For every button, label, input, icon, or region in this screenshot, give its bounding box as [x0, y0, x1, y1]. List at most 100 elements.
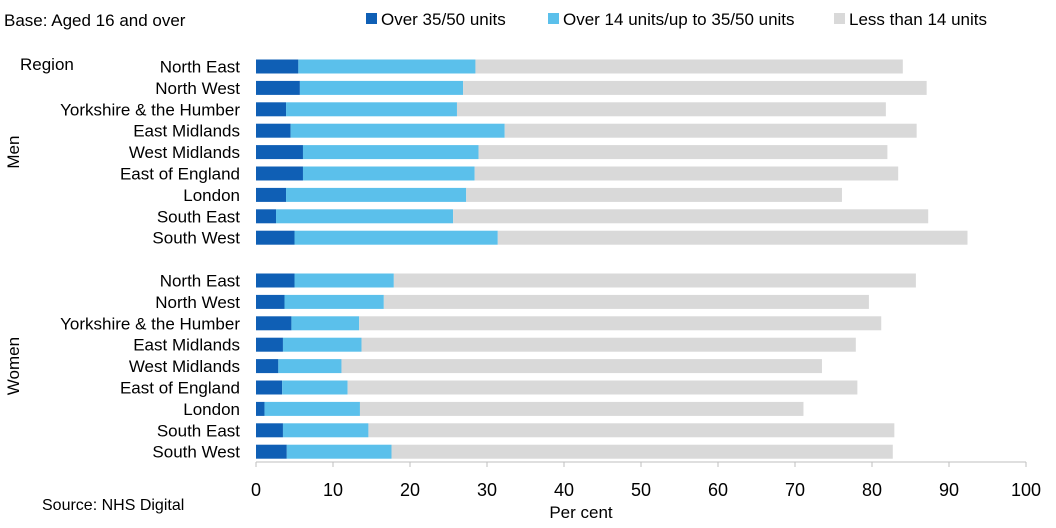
bars — [256, 59, 968, 459]
x-tick-label-10: 10 — [323, 480, 343, 500]
category-label-men-west-midlands: West Midlands — [129, 143, 240, 162]
category-label-women-london: London — [183, 400, 240, 419]
legend-label-3: Less than 14 units — [849, 10, 987, 29]
bar-men-west-midlands-series-2 — [302, 145, 479, 160]
bar-women-west-midlands-series-3 — [341, 359, 822, 374]
bar-women-south-east-series-2 — [282, 423, 369, 438]
bar-men-london-series-1 — [256, 187, 287, 202]
category-label-men-north-west: North West — [155, 79, 240, 98]
bar-men-north-east-series-3 — [475, 59, 903, 74]
bar-men-north-west-series-1 — [256, 80, 300, 95]
bar-men-east-midlands-series-2 — [290, 123, 505, 138]
base-note: Base: Aged 16 and over — [4, 11, 186, 30]
source-note: Source: NHS Digital — [42, 497, 184, 514]
bar-women-yorkshire-and-the-humber-series-3 — [359, 316, 882, 331]
bar-women-south-west-series-2 — [286, 444, 392, 459]
bar-women-london-series-1 — [256, 401, 265, 416]
bar-women-yorkshire-and-the-humber-series-1 — [256, 316, 292, 331]
x-tick-label-0: 0 — [251, 480, 261, 500]
bar-men-yorkshire-and-the-humber-series-3 — [456, 102, 886, 117]
x-tick-label-100: 100 — [1011, 480, 1041, 500]
bar-women-east-of-england-series-1 — [256, 380, 283, 395]
x-axis: 0 10 20 30 40 50 60 70 80 90 100 — [251, 461, 1041, 500]
category-label-men-london: London — [183, 186, 240, 205]
category-labels: North East North West Yorkshire & the Humb… — [60, 58, 240, 462]
category-label-women-north-east: North East — [160, 272, 241, 291]
category-label-women-south-west: South West — [152, 443, 240, 462]
bar-women-south-east-series-1 — [256, 423, 283, 438]
bar-men-north-west-series-3 — [463, 80, 927, 95]
bar-men-east-of-england-series-3 — [474, 166, 899, 181]
bar-men-east-of-england-series-2 — [302, 166, 475, 181]
bar-men-yorkshire-and-the-humber-series-2 — [286, 102, 457, 117]
group-labels: Men Women — [4, 136, 23, 396]
x-tick-label-40: 40 — [554, 480, 574, 500]
bar-women-north-east-series-2 — [294, 273, 394, 288]
bar-men-west-midlands-series-3 — [478, 145, 888, 160]
bar-men-south-east-series-2 — [276, 209, 454, 224]
bar-women-west-midlands-series-2 — [278, 359, 342, 374]
bar-men-east-of-england-series-1 — [256, 166, 303, 181]
category-label-women-west-midlands: West Midlands — [129, 357, 240, 376]
bar-men-north-west-series-2 — [299, 80, 464, 95]
x-tick-label-30: 30 — [477, 480, 497, 500]
bar-women-north-east-series-3 — [393, 273, 916, 288]
category-label-women-east-midlands: East Midlands — [133, 336, 240, 355]
x-tick-label-50: 50 — [631, 480, 651, 500]
legend-label-1: Over 35/50 units — [381, 10, 506, 29]
category-label-men-south-east: South East — [157, 207, 240, 226]
bar-women-north-east-series-1 — [256, 273, 295, 288]
legend-label-2: Over 14 units/up to 35/50 units — [563, 10, 795, 29]
bar-men-west-midlands-series-1 — [256, 145, 303, 160]
bar-women-north-west-series-3 — [383, 294, 869, 309]
x-tick-label-20: 20 — [400, 480, 420, 500]
group-label-women: Women — [4, 337, 23, 395]
x-tick-label-60: 60 — [708, 480, 728, 500]
bar-men-east-midlands-series-3 — [504, 123, 917, 138]
bar-men-south-east-series-1 — [256, 209, 277, 224]
bar-women-south-west-series-1 — [256, 444, 287, 459]
bar-men-south-west-series-2 — [294, 230, 498, 245]
category-label-women-yorkshire-and-the-humber: Yorkshire & the Humber — [60, 314, 240, 333]
bar-men-north-east-series-1 — [256, 59, 299, 74]
region-header: Region — [20, 55, 74, 74]
bar-men-london-series-3 — [466, 187, 842, 202]
category-label-women-south-east: South East — [157, 421, 240, 440]
group-label-men: Men — [4, 136, 23, 169]
category-label-men-east-of-england: East of England — [120, 165, 240, 184]
category-label-men-north-east: North East — [160, 58, 241, 77]
bar-women-east-midlands-series-1 — [256, 337, 283, 352]
legend-swatch-3 — [834, 13, 845, 24]
category-label-men-yorkshire-and-the-humber: Yorkshire & the Humber — [60, 100, 240, 119]
bar-women-east-of-england-series-2 — [282, 380, 348, 395]
legend-swatch-1 — [366, 13, 377, 24]
bar-women-south-west-series-3 — [391, 444, 893, 459]
x-tick-label-90: 90 — [939, 480, 959, 500]
bar-women-north-west-series-2 — [284, 294, 384, 309]
bar-men-north-east-series-2 — [298, 59, 476, 74]
bar-men-south-east-series-3 — [453, 209, 929, 224]
bar-men-yorkshire-and-the-humber-series-1 — [256, 102, 287, 117]
x-tick-label-70: 70 — [785, 480, 805, 500]
legend-swatch-2 — [548, 13, 559, 24]
bar-women-west-midlands-series-1 — [256, 359, 279, 374]
bar-men-south-west-series-1 — [256, 230, 295, 245]
bar-men-london-series-2 — [286, 187, 467, 202]
category-label-men-east-midlands: East Midlands — [133, 122, 240, 141]
bar-women-east-midlands-series-3 — [361, 337, 856, 352]
category-label-women-east-of-england: East of England — [120, 379, 240, 398]
bar-women-yorkshire-and-the-humber-series-2 — [291, 316, 360, 331]
bar-women-east-of-england-series-3 — [347, 380, 858, 395]
bar-men-east-midlands-series-1 — [256, 123, 291, 138]
category-label-women-north-west: North West — [155, 293, 240, 312]
legend: Over 35/50 units Over 14 units/up to 35/5… — [366, 10, 987, 29]
bar-women-north-west-series-1 — [256, 294, 285, 309]
bar-women-london-series-3 — [359, 401, 804, 416]
bar-women-east-midlands-series-2 — [282, 337, 362, 352]
bar-women-south-east-series-3 — [368, 423, 895, 438]
x-tick-label-80: 80 — [862, 480, 882, 500]
bar-women-london-series-2 — [264, 401, 360, 416]
x-axis-title: Per cent — [549, 503, 613, 522]
category-label-men-south-west: South West — [152, 229, 240, 248]
